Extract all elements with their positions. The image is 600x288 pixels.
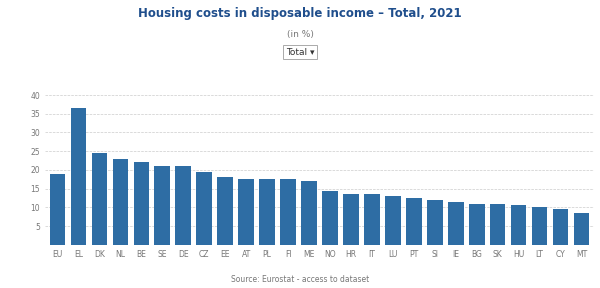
Bar [385,196,401,245]
Text: Housing costs in disposable income – Total, 2021: Housing costs in disposable income – Tot… [138,7,462,20]
Bar [92,153,107,245]
Bar [448,202,464,245]
Text: Total ▾: Total ▾ [286,48,314,56]
Bar [343,194,359,245]
Bar [175,166,191,245]
Bar [469,204,485,245]
Bar [532,207,547,245]
Bar [490,204,505,245]
Bar [259,179,275,245]
Bar [511,206,526,245]
Bar [217,177,233,245]
Bar [154,166,170,245]
Bar [238,179,254,245]
Text: Source: Eurostat - access to dataset: Source: Eurostat - access to dataset [231,275,369,284]
Text: (in %): (in %) [287,30,313,39]
Bar [553,209,568,245]
Bar [196,172,212,245]
Bar [322,191,338,245]
Bar [71,108,86,245]
Bar [113,159,128,245]
Bar [280,179,296,245]
Bar [364,194,380,245]
Bar [574,213,589,245]
Bar [301,181,317,245]
Bar [406,198,422,245]
Bar [427,200,443,245]
Bar [134,162,149,245]
Bar [50,174,65,245]
